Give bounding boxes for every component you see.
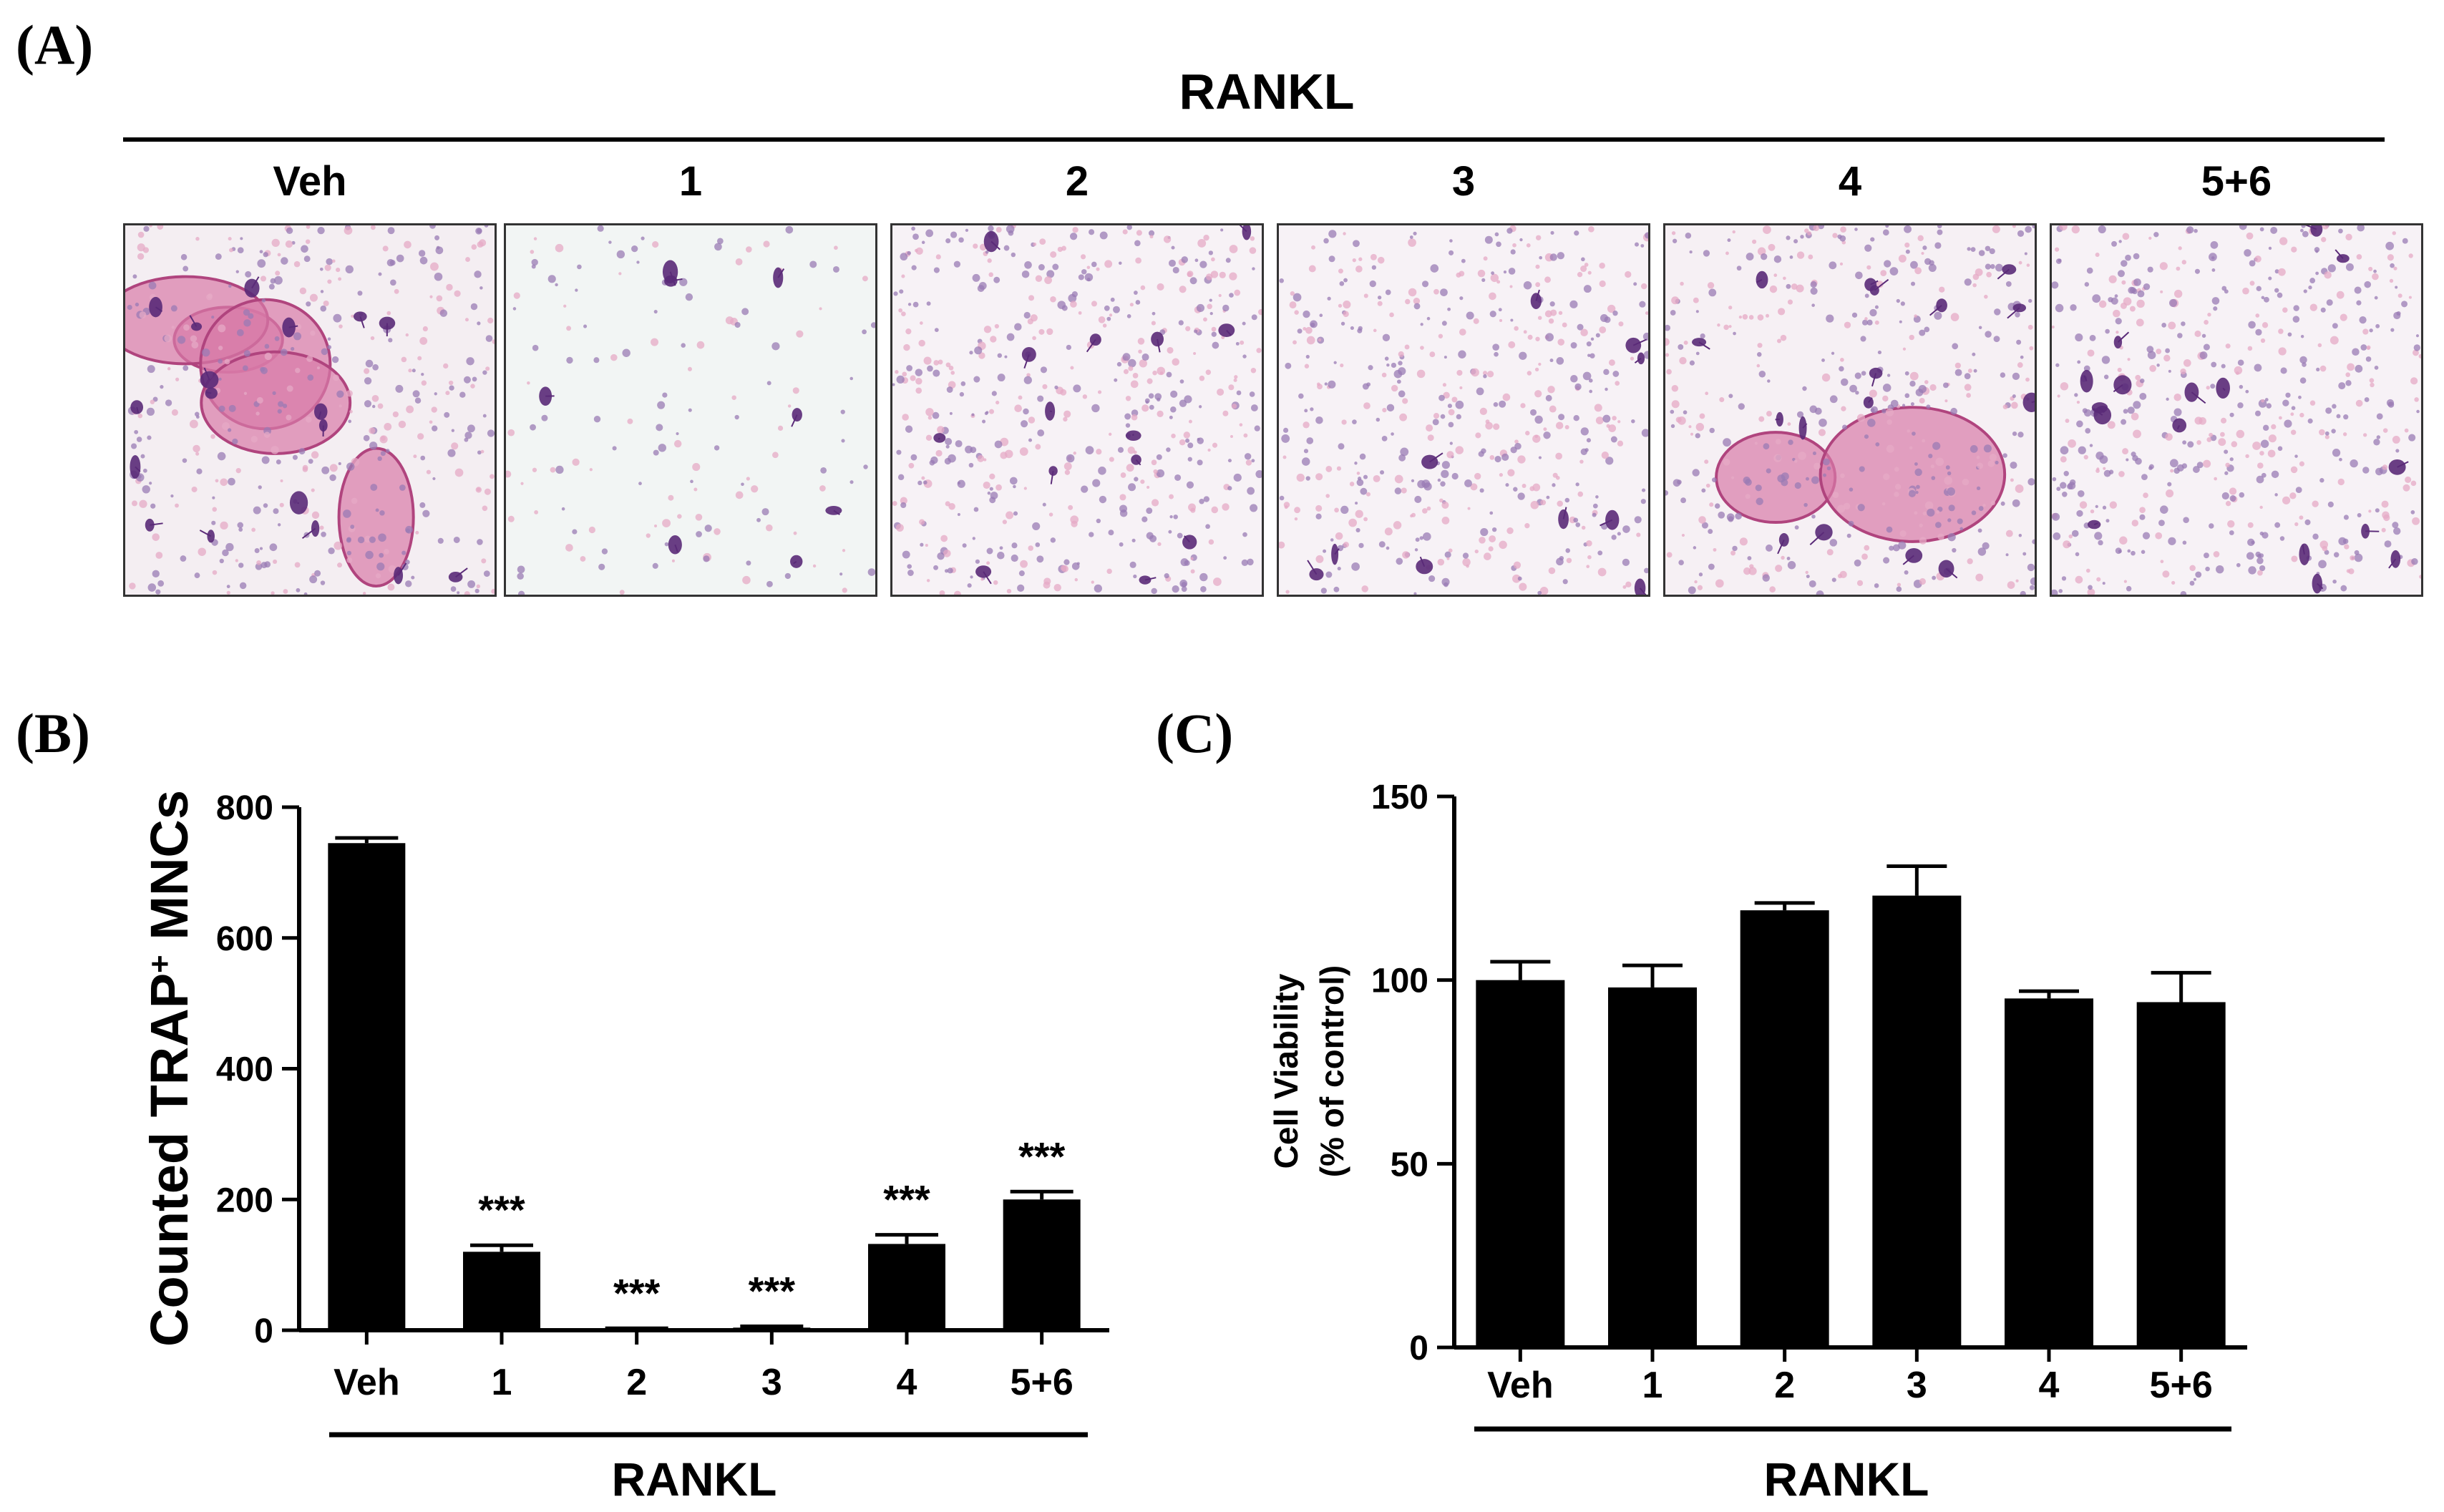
- micrograph-5-6: [2050, 223, 2423, 597]
- y-axis-label-line2: (% of control): [1313, 965, 1350, 1177]
- chart-trap-mnc: 0 200 400 600 800 Veh 1 *** 2 *** 3 *** 4 *** 5+6 *** RA…: [140, 789, 1109, 1506]
- significance-marker: ***: [883, 1177, 930, 1222]
- bar: [868, 1244, 945, 1330]
- panel-a-column-label: 1: [678, 158, 703, 205]
- bar: [2005, 998, 2093, 1347]
- bar: [1740, 910, 1829, 1347]
- micrograph-1: [504, 223, 877, 597]
- panel-a-column-label: 3: [1451, 158, 1476, 205]
- y-tick-label: 0: [1409, 1330, 1428, 1367]
- bar: [733, 1327, 811, 1330]
- y-tick-label: 100: [1371, 962, 1428, 1000]
- significance-marker: ***: [478, 1187, 525, 1232]
- x-group-label: RANKL: [1764, 1453, 1929, 1506]
- bar: [463, 1252, 540, 1330]
- x-tick-label: 2: [1774, 1365, 1795, 1406]
- x-tick-label: 4: [2039, 1365, 2060, 1406]
- x-tick-label: 1: [1642, 1365, 1663, 1406]
- x-tick-label: 3: [1907, 1365, 1927, 1406]
- x-group-label: RANKL: [612, 1453, 777, 1506]
- panel-a-label: (A): [16, 14, 94, 76]
- y-tick-label: 200: [216, 1181, 273, 1219]
- y-tick-label: 50: [1391, 1146, 1428, 1184]
- panel-a-column-label: 5+6: [2201, 158, 2272, 205]
- y-tick-label: 600: [216, 920, 273, 958]
- x-tick-label: Veh: [334, 1362, 400, 1403]
- micrograph-2: [890, 223, 1264, 597]
- y-tick-label: 0: [254, 1312, 273, 1350]
- significance-marker: ***: [1018, 1133, 1066, 1179]
- panel-b-label: (B): [16, 702, 90, 764]
- bar: [1476, 980, 1565, 1347]
- panel-c-label: (C): [1156, 702, 1234, 764]
- panel-a-column-label: 4: [1838, 158, 1862, 205]
- x-tick-label: 4: [897, 1362, 917, 1403]
- x-tick-label: 1: [492, 1362, 512, 1403]
- micrograph-4: [1663, 223, 2037, 597]
- panel-a-treatment-label: RANKL: [1179, 64, 1355, 120]
- bar: [1608, 987, 1697, 1347]
- bar: [598, 1329, 676, 1332]
- x-tick-label: 5+6: [2150, 1365, 2213, 1406]
- micrograph-3: [1277, 223, 1650, 597]
- panel-a-column-label: Veh: [273, 158, 347, 205]
- y-tick-label: 800: [216, 789, 273, 827]
- bar: [1872, 895, 1962, 1347]
- micrograph-veh: [123, 223, 497, 597]
- y-tick-label: 150: [1371, 779, 1428, 816]
- y-tick-label: 400: [216, 1051, 273, 1089]
- x-tick-label: 5+6: [1011, 1362, 1073, 1403]
- bar: [328, 843, 406, 1330]
- y-axis-label: Counted TRAP+ MNCs: [140, 790, 199, 1347]
- y-axis-label-line1: Cell Viability: [1267, 973, 1305, 1169]
- panel-a-treatment-bracket: [123, 137, 2385, 142]
- bar: [1003, 1199, 1081, 1330]
- x-tick-label: 3: [761, 1362, 782, 1403]
- x-tick-label: Veh: [1487, 1365, 1554, 1406]
- bar: [2136, 1002, 2226, 1347]
- panel-a-column-label: 2: [1065, 158, 1089, 205]
- significance-marker: ***: [749, 1269, 796, 1314]
- significance-marker: ***: [613, 1270, 661, 1315]
- x-tick-label: 2: [626, 1362, 647, 1403]
